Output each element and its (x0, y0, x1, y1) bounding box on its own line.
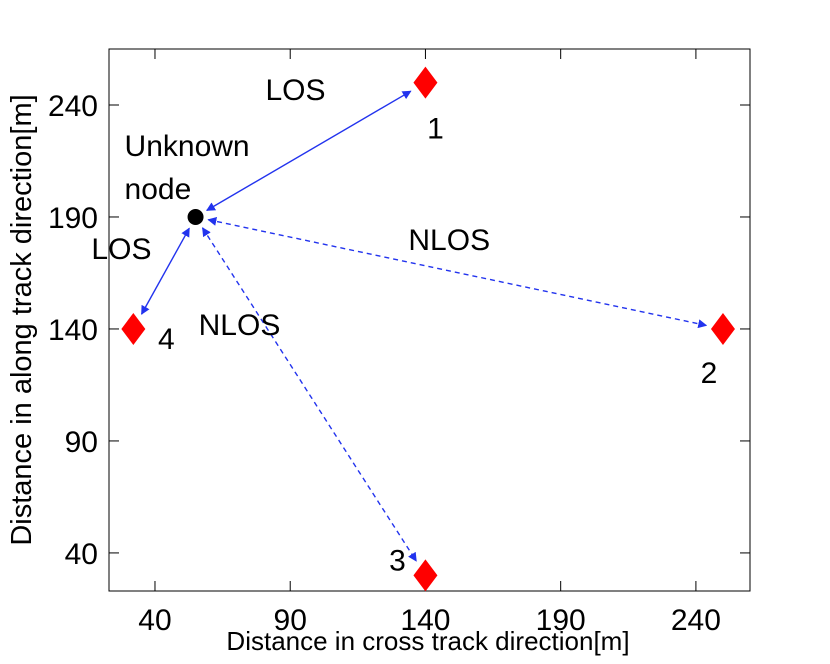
anchor-marker-1 (413, 66, 438, 99)
link-label-los-1: LOS (265, 74, 325, 107)
link-los-to-anchor-1 (205, 90, 412, 212)
unknown-node-label-line1: Unknown (125, 130, 250, 163)
unknown-node-label-line2: node (125, 173, 192, 206)
link-label-los-4: LOS (91, 233, 151, 266)
y-tick-label: 190 (48, 202, 98, 235)
x-tick-label: 40 (138, 604, 171, 637)
anchor-marker-4 (121, 312, 146, 345)
x-tick-label: 90 (274, 604, 307, 637)
y-tick-label: 40 (65, 538, 98, 571)
anchor-marker-3 (413, 559, 438, 592)
link-los-to-anchor-4 (140, 227, 190, 315)
link-nlos-to-anchor-3 (201, 227, 417, 562)
x-tick-label: 140 (400, 604, 450, 637)
y-tick-label: 240 (48, 90, 98, 123)
anchor-label-3: 3 (389, 544, 406, 577)
link-label-nlos-2: NLOS (408, 224, 490, 257)
y-tick-label: 140 (48, 314, 98, 347)
anchor-marker-2 (710, 312, 735, 345)
anchor-label-4: 4 (158, 323, 175, 356)
anchor-label-2: 2 (701, 357, 718, 390)
y-axis-label: Distance in along track direction[m] (6, 94, 38, 545)
x-axis-label: Distance in cross track direction[m] (226, 626, 629, 656)
y-tick-label: 90 (65, 426, 98, 459)
link-label-nlos-3: NLOS (199, 309, 281, 342)
plot-area-frame (108, 48, 751, 592)
x-tick-label: 240 (671, 604, 721, 637)
unknown-node-marker (187, 208, 204, 225)
anchor-label-1: 1 (427, 113, 444, 146)
x-tick-label: 190 (536, 604, 586, 637)
